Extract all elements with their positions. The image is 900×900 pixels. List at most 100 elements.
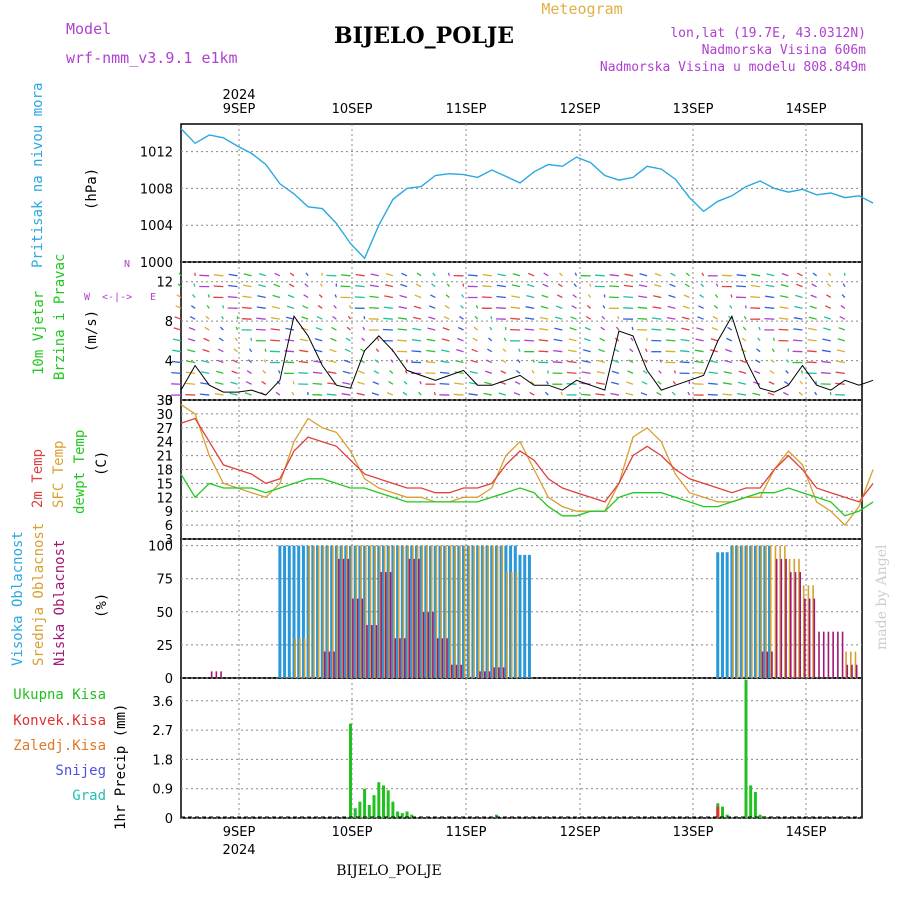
wind-arrow [669, 283, 676, 288]
wind-arrow [682, 305, 690, 309]
wind-arrow [687, 391, 691, 396]
wind-arrow [513, 392, 521, 396]
bottom-day-label: 11SEP [446, 825, 487, 840]
wind-arrow [727, 326, 733, 331]
y-tick-label: 21 [156, 450, 173, 465]
wind-arrow [514, 381, 521, 385]
total-precip-bar [391, 801, 395, 818]
wind-arrow [374, 359, 380, 364]
wind-arrow [752, 392, 761, 396]
wind-arrow [566, 371, 577, 375]
wind-arrow [398, 317, 408, 320]
wind-arrow [821, 349, 831, 353]
wind-arrow [808, 327, 817, 331]
wind-arrow [221, 315, 224, 320]
wind-arrow [302, 305, 309, 309]
wind-arrow [344, 348, 351, 353]
wind-arrow [643, 359, 648, 364]
wind-arrow [665, 339, 676, 342]
wind-arrow [556, 294, 563, 299]
wind-arrow [638, 284, 648, 288]
wind-arrow [839, 316, 846, 320]
wind-arrow [213, 285, 224, 288]
wind-arrow [526, 294, 535, 299]
wind-arrow [470, 359, 478, 364]
wind-arrow [580, 393, 591, 396]
wind-arrow [679, 361, 690, 364]
wind-arrow [472, 337, 478, 342]
total-precip-bar [725, 814, 729, 818]
wind-arrow [539, 316, 549, 320]
wind-arrow [601, 315, 606, 320]
wind-arrow [710, 338, 718, 342]
wind-arrow [697, 316, 704, 320]
wind-label-1: 10m Vjetar [31, 291, 47, 375]
wind-arrow [543, 272, 549, 277]
wind-arrow [823, 327, 831, 331]
wind-arrow [779, 306, 789, 309]
total-precip-bar [400, 813, 404, 818]
wind-arrow [667, 305, 676, 309]
wind-arrow [501, 359, 507, 364]
wind-arrow [723, 371, 733, 375]
wind-arrow [695, 338, 704, 342]
wind-arrow [795, 294, 803, 299]
wind-arrow [510, 306, 521, 309]
wind-arrow [758, 326, 761, 331]
wind-arrow [186, 360, 196, 364]
wind-arrow [284, 361, 295, 364]
wind-arrow [609, 285, 619, 288]
precip-legend-hail: Grad [72, 788, 106, 804]
wind-arrow [515, 370, 521, 374]
wind-arrow [725, 348, 733, 353]
wind-arrow [458, 326, 464, 331]
wind-arrow [722, 393, 732, 396]
wind-arrow [694, 349, 704, 353]
wind-arrow [722, 382, 732, 385]
wind-arrow [756, 348, 761, 353]
wind-arrow [631, 326, 634, 331]
wind-arrow [595, 393, 605, 396]
wind-arrow [230, 381, 238, 385]
wind-arrow [342, 370, 351, 375]
wind-arrow [567, 360, 577, 364]
wind-arrow [256, 306, 266, 309]
wind-arrow [684, 283, 690, 288]
wind-arrow [255, 328, 266, 331]
wind-arrow [370, 273, 379, 277]
wind-arrow [837, 338, 846, 342]
temp-label-3: dewpt Temp [72, 430, 88, 514]
wind-arrow [638, 295, 648, 299]
precip-legend-freezing: Zaledj.Kisa [13, 738, 106, 754]
wind-arrow [555, 305, 563, 309]
temp-unit: (C) [94, 451, 110, 476]
wind-arrow [611, 370, 620, 375]
wind-arrow [639, 273, 648, 277]
compass-arrows: <-|-> [102, 292, 132, 303]
wind-arrow [203, 337, 210, 342]
wind-speed-line [180, 314, 874, 396]
wind-arrow [527, 283, 535, 288]
wind-arrow [715, 283, 719, 287]
wind-arrow [469, 370, 478, 375]
wind-arrow [248, 348, 253, 353]
wind-arrow [193, 283, 196, 287]
y-tick-label: 3 [165, 533, 173, 548]
top-day-label: 13SEP [673, 102, 714, 117]
bottom-day-label: 14SEP [786, 825, 827, 840]
wind-arrow [340, 285, 351, 288]
wind-arrow [357, 381, 365, 385]
wind-arrow [835, 371, 845, 375]
wind-arrow [445, 294, 450, 298]
precip-panel-frame [180, 677, 863, 819]
model-label: Model [66, 20, 111, 38]
wind-arrow [384, 295, 393, 299]
wind-arrow [617, 315, 620, 320]
y-tick-labels: 1012100810041000128403330272421181512963… [140, 146, 173, 827]
wind-arrow [814, 391, 818, 396]
wind-arrow [594, 274, 605, 277]
wind-arrow [609, 274, 619, 277]
wind-arrow [602, 305, 606, 309]
wind-arrow [581, 371, 591, 375]
y-tick-label: 6 [165, 519, 173, 534]
